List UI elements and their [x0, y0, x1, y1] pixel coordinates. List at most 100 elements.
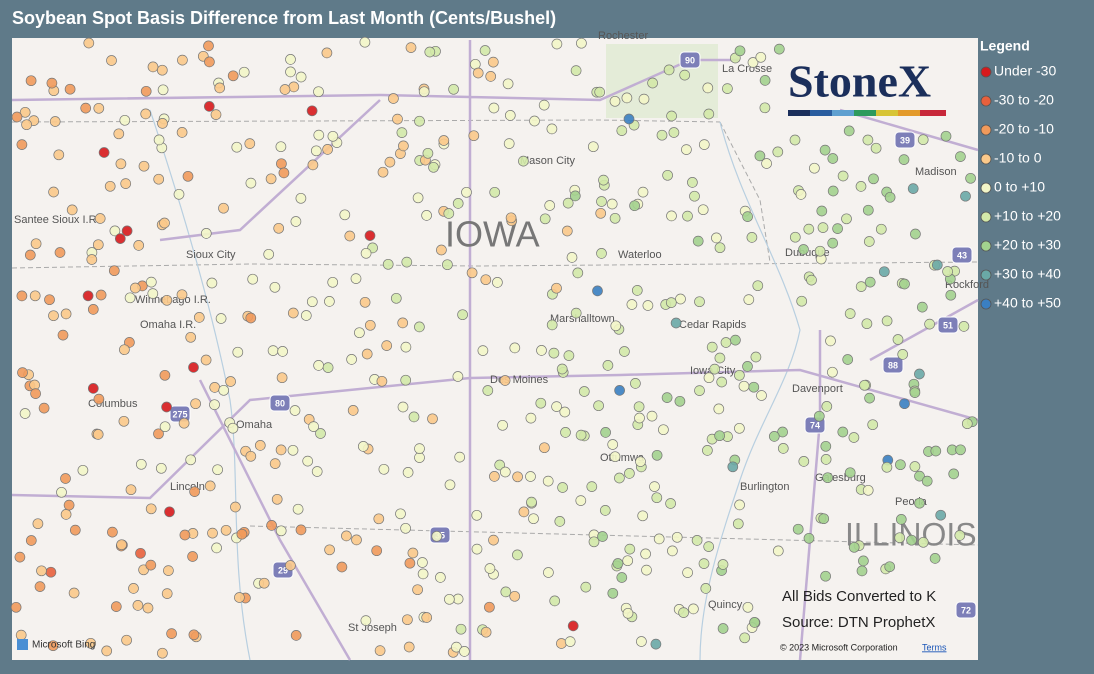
bid-dot [161, 294, 173, 306]
terms-link[interactable]: Terms [922, 642, 947, 652]
legend-label: 0 to +10 [994, 179, 1045, 195]
bid-dot [145, 276, 157, 288]
bid-dot [339, 209, 351, 221]
bid-dot [675, 293, 686, 305]
bid-dot [275, 141, 287, 153]
bid-dot [244, 138, 256, 149]
highway-number: 51 [943, 320, 953, 330]
bid-dot [417, 557, 428, 568]
bid-dot [119, 344, 130, 356]
highway-number: 74 [810, 420, 820, 430]
bid-dot [350, 273, 362, 284]
bid-dot [120, 178, 132, 189]
bid-dot [16, 139, 28, 150]
legend: Legend Under -30 -30 to -20 -20 to -10 -10 … [980, 38, 1061, 311]
bid-dot [570, 307, 582, 319]
bid-dot [361, 348, 373, 360]
place-label: Omaha I.R. [140, 319, 196, 331]
bid-dot [209, 399, 220, 411]
bid-dot [798, 244, 809, 255]
bid-dot [381, 340, 393, 351]
bid-dot [135, 458, 147, 470]
bid-dot [207, 527, 218, 539]
bid-dot [960, 190, 971, 202]
bid-dot [525, 412, 537, 424]
bid-dot [57, 329, 69, 341]
bid-dot [607, 587, 619, 599]
bid-dot [910, 228, 921, 240]
bid-dot [121, 634, 132, 646]
bid-dot [424, 46, 436, 58]
place-label: Winnebago I.R. [135, 294, 211, 306]
bid-dot [772, 146, 784, 158]
bid-dot [509, 342, 521, 354]
bid-dot [961, 418, 973, 430]
bid-dot [895, 514, 907, 525]
bid-dot [609, 451, 621, 463]
bid-dot [155, 462, 167, 474]
bid-dot [188, 362, 199, 373]
bid-dot [176, 127, 188, 138]
bid-dot [94, 213, 106, 224]
bid-dot [600, 427, 611, 438]
bid-dot [861, 318, 873, 330]
bid-dot [616, 572, 628, 583]
bid-dot [402, 467, 414, 478]
bid-dot [263, 248, 275, 260]
bid-dot [818, 513, 830, 525]
bid-dot [827, 237, 839, 249]
bid-dot [92, 429, 104, 440]
bid-dot [166, 628, 177, 639]
bid-dot [245, 177, 257, 189]
bid-dot [273, 222, 285, 234]
bid-dot [310, 145, 322, 157]
bid-dot [428, 161, 439, 173]
bid-dot [755, 51, 767, 63]
bid-dot [732, 518, 744, 530]
bid-dot [388, 93, 399, 104]
bid-dot [140, 85, 152, 97]
bid-dot [875, 223, 887, 235]
bid-dot [161, 588, 173, 599]
bid-dot [549, 595, 561, 607]
bid-dot [285, 560, 296, 571]
bid-dot [322, 362, 334, 373]
bid-dot [525, 471, 536, 482]
bid-dot [179, 529, 191, 541]
bid-dot [609, 95, 621, 107]
bid-dot [11, 111, 23, 123]
bid-dot [414, 443, 425, 454]
bid-dot [500, 586, 512, 598]
bid-dot [156, 64, 168, 76]
bid-dot [642, 300, 654, 311]
bid-dot [308, 421, 319, 432]
bid-dot [512, 471, 523, 483]
bid-dot [125, 484, 137, 496]
legend-label: +30 to +40 [994, 266, 1061, 282]
bid-dot [881, 315, 893, 327]
bid-dot [662, 169, 673, 181]
bid-dot [586, 481, 598, 492]
bid-dot [488, 102, 500, 114]
bid-dot [598, 174, 609, 186]
bid-dot [360, 247, 372, 259]
bid-dot [768, 431, 780, 442]
place-label: Mason City [520, 155, 576, 167]
bid-dot [132, 600, 144, 611]
bid-dot [691, 535, 703, 546]
bid-dot [468, 130, 480, 142]
bid-dot [238, 66, 250, 78]
bid-dot [749, 617, 760, 628]
bid-dot [485, 71, 497, 82]
bid-dot [427, 413, 438, 425]
bid-dot [843, 125, 855, 137]
bid-dot [884, 191, 896, 203]
bid-dot [958, 321, 970, 332]
bid-dot [285, 54, 296, 65]
bid-dot [717, 559, 729, 570]
place-label: Marshalltown [550, 313, 615, 325]
bid-dot [290, 216, 302, 227]
bid-dot [841, 213, 852, 225]
bid-dot [178, 417, 190, 429]
bid-dot [827, 153, 839, 164]
